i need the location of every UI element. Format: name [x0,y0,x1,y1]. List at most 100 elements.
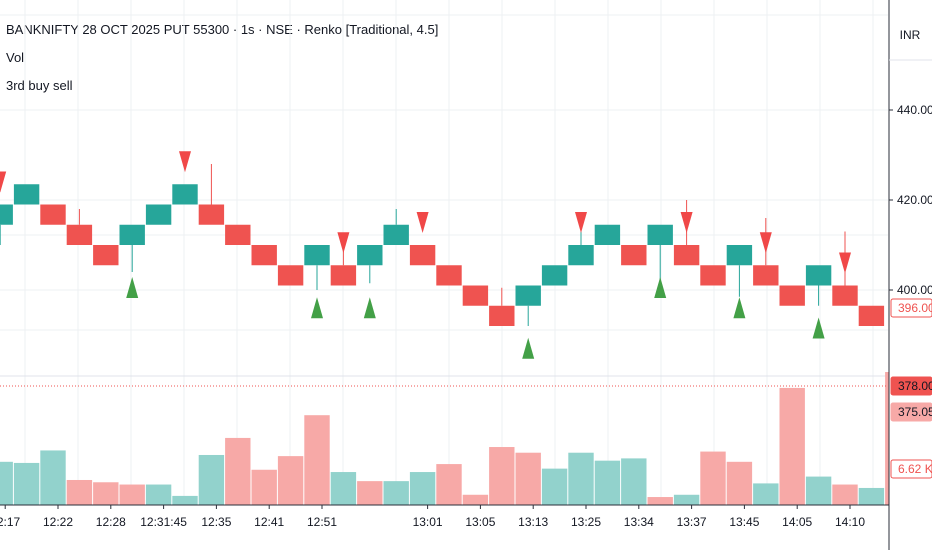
time-tick-label: 12:31:45 [140,515,187,529]
time-tick-label: 14:10 [835,515,865,529]
time-tick-label: 13:05 [465,515,495,529]
renko-brick[interactable] [436,265,462,286]
time-tick-label: 12:35 [201,515,231,529]
volume-bar [489,447,515,505]
volume-indicator-label[interactable]: Vol [6,50,25,65]
signal-indicator-label[interactable]: 3rd buy sell [6,78,73,93]
renko-brick[interactable] [198,204,225,225]
renko-brick[interactable] [13,184,40,205]
volume-bar [805,476,832,505]
renko-brick[interactable] [515,285,541,306]
time-tick-label: 12:17 [0,515,21,529]
renko-brick[interactable] [40,204,66,225]
volume-tag [890,459,932,479]
time-tick-label: 13:25 [571,515,601,529]
renko-brick[interactable] [700,265,726,286]
renko-brick[interactable] [462,285,489,306]
renko-brick[interactable] [172,184,198,205]
volume-bar [647,497,673,505]
renko-brick[interactable] [277,265,304,286]
volume-tag-label: 375.05 [898,405,932,419]
renko-brick[interactable] [145,204,172,225]
renko-brick[interactable] [489,305,515,326]
volume-bar [40,450,66,505]
time-tick-label: 14:05 [782,515,812,529]
renko-brick[interactable] [621,245,647,266]
renko-brick[interactable] [779,285,805,306]
volume-bar [541,468,568,505]
renko-brick[interactable] [541,265,568,286]
sell-signal-marker [839,252,851,274]
sell-signal-marker [680,212,693,233]
volume-tag [890,402,932,422]
volume-bar [753,483,779,505]
volume-bar [621,458,647,505]
volume-bar [251,469,277,505]
volume-tag-label: 378.00 [898,379,932,393]
volume-tag [890,376,932,396]
volume-bar [330,472,357,505]
renko-brick[interactable] [409,245,436,266]
renko-brick[interactable] [66,224,93,245]
price-tick-label: 420.00 [897,193,932,207]
volume-bar [0,461,13,505]
chart-title: BANKNIFTY 28 OCT 2025 PUT 55300 · 1s · N… [6,22,439,37]
volume-bar [779,387,805,505]
buy-signal-marker [126,277,139,298]
sell-signal-marker [416,212,429,233]
volume-bar [726,461,753,505]
volume-bar [409,472,436,505]
buy-signal-marker [311,297,323,319]
volume-tag-label: 6.62 K [898,462,932,476]
volume-bar [13,462,40,505]
price-tick-label: 440.00 [897,103,932,117]
last-price-tag [890,298,932,318]
time-tick-label: 13:13 [518,515,548,529]
sell-signal-marker [337,232,350,254]
volume-bar [119,484,145,505]
renko-brick[interactable] [858,305,885,326]
currency-label[interactable]: INR [900,28,921,42]
renko-brick[interactable] [753,265,779,286]
volume-bar [515,452,541,505]
time-tick-label: 13:34 [624,515,654,529]
volume-bar [462,494,489,505]
time-tick-label: 13:37 [677,515,707,529]
time-tick-label: 12:41 [254,515,284,529]
renko-brick[interactable] [357,245,383,266]
renko-brick[interactable] [594,224,621,245]
sell-signal-marker [179,151,191,173]
renko-brick[interactable] [673,245,700,266]
renko-brick[interactable] [251,245,277,266]
volume-bar [225,437,251,505]
time-tick-label: 13:01 [413,515,443,529]
renko-brick[interactable] [93,245,119,266]
volume-pane [0,372,932,505]
volume-bar [858,487,885,505]
renko-brick[interactable] [119,224,145,245]
volume-bar [383,481,409,505]
renko-brick[interactable] [568,245,594,266]
renko-brick[interactable] [832,285,858,306]
renko-brick[interactable] [805,265,832,286]
renko-brick[interactable] [304,245,330,266]
volume-bar [568,452,594,505]
renko-brick[interactable] [383,224,409,245]
buy-signal-marker [812,317,825,339]
grid-lines [0,0,888,505]
sell-signal-marker [759,232,772,254]
renko-brick[interactable] [225,224,251,245]
volume-bar [66,479,93,505]
renko-brick[interactable] [330,265,357,286]
time-tick-label: 12:51 [307,515,337,529]
renko-brick[interactable] [647,224,673,245]
buy-signal-marker [733,297,746,319]
renko-bricks [0,184,885,326]
volume-bar [304,415,330,505]
price-tick-label: 400.00 [897,283,932,297]
volume-bar [594,460,621,505]
renko-brick[interactable] [0,204,13,225]
renko-brick[interactable] [726,245,753,266]
volume-bar [93,482,119,505]
